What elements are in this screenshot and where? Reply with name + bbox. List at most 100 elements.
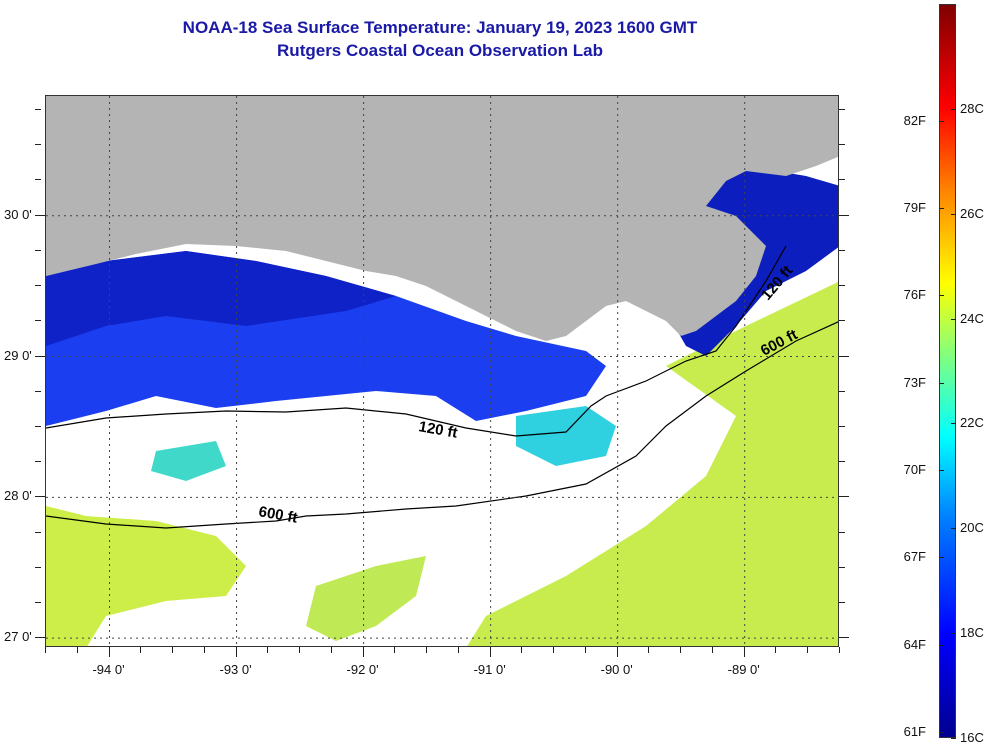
latitude-tick: [35, 496, 45, 498]
colorbar-tick: [939, 382, 944, 384]
latitude-tick: [839, 531, 845, 533]
mid-water-patch: [516, 406, 616, 466]
latitude-tick: [839, 179, 845, 181]
longitude-tick: [743, 647, 745, 657]
latitude-tick: [35, 214, 45, 216]
longitude-label: -94 0': [92, 662, 125, 677]
latitude-tick: [839, 109, 845, 111]
colorbar-label-fahrenheit: 82F: [903, 112, 926, 128]
latitude-tick: [35, 144, 41, 146]
cold-water-nearshore: [46, 251, 396, 346]
longitude-tick: [362, 647, 364, 657]
latitude-tick: [839, 425, 845, 427]
longitude-tick: [521, 647, 523, 653]
longitude-tick: [45, 647, 46, 653]
colorbar-label-celsius: 20C: [960, 520, 984, 536]
longitude-tick: [394, 647, 396, 653]
longitude-tick: [108, 647, 110, 657]
warm-water-region: [467, 281, 838, 646]
longitude-tick: [235, 647, 237, 657]
colorbar-tick: [939, 644, 944, 646]
colorbar-label-fahrenheit: 76F: [903, 287, 926, 303]
colorbar-label-fahrenheit: 61F: [903, 724, 926, 740]
longitude-tick: [711, 647, 713, 653]
latitude-tick: [839, 320, 845, 322]
contour-label-600ft: 600 ft: [257, 503, 299, 527]
colorbar-label-fahrenheit: 79F: [903, 199, 926, 215]
colorbar-tick: [951, 108, 956, 110]
longitude-tick: [553, 647, 555, 653]
colorbar-label-fahrenheit: 67F: [903, 549, 926, 565]
colorbar-label-celsius: 18C: [960, 625, 984, 641]
colorbar-tick: [939, 120, 944, 122]
colorbar-tick: [939, 207, 944, 209]
colorbar-label-celsius: 16C: [960, 730, 984, 745]
colorbar-label-celsius: 22C: [960, 415, 984, 431]
latitude-tick: [839, 461, 845, 463]
longitude-tick: [839, 647, 840, 653]
colorbar-tick: [939, 732, 944, 734]
latitude-tick: [35, 601, 41, 603]
longitude-tick: [584, 647, 586, 653]
longitude-tick: [489, 647, 491, 657]
colorbar-label-fahrenheit: 73F: [903, 374, 926, 390]
map-subtitle: Rutgers Coastal Ocean Observation Lab: [277, 41, 603, 60]
latitude-tick: [839, 390, 845, 392]
latitude-tick: [35, 320, 41, 322]
latitude-tick: [839, 355, 849, 357]
mid-water-patch-west: [151, 441, 226, 481]
latitude-tick: [35, 285, 41, 287]
colorbar-label-celsius: 26C: [960, 205, 984, 221]
latitude-tick: [839, 601, 845, 603]
sst-map-canvas: 120 ft 120 ft 600 ft 600 ft: [46, 96, 838, 646]
latitude-tick: [839, 249, 845, 251]
colorbar-tick: [951, 738, 956, 739]
latitude-tick: [35, 355, 45, 357]
longitude-tick: [648, 647, 650, 653]
longitude-tick: [807, 647, 809, 653]
colorbar-label-celsius: 24C: [960, 310, 984, 326]
latitude-tick: [35, 461, 41, 463]
longitude-label: -92 0': [346, 662, 379, 677]
temperature-colorbar: [939, 4, 956, 738]
longitude-tick: [457, 647, 459, 653]
warm-water-region-west: [46, 506, 246, 646]
colorbar-tick: [951, 423, 956, 425]
longitude-tick: [140, 647, 142, 653]
latitude-tick: [839, 566, 845, 568]
colorbar-tick: [939, 295, 944, 297]
colorbar-label-fahrenheit: 64F: [903, 636, 926, 652]
latitude-tick: [35, 566, 41, 568]
longitude-tick: [616, 647, 618, 657]
longitude-tick: [76, 647, 78, 653]
latitude-tick: [839, 637, 849, 639]
map-title: NOAA-18 Sea Surface Temperature: January…: [182, 18, 698, 37]
warm-water-patch-south: [306, 556, 426, 641]
longitude-tick: [775, 647, 777, 653]
latitude-tick: [35, 390, 41, 392]
latitude-label: 28 0': [4, 488, 32, 504]
longitude-tick: [680, 647, 682, 653]
colorbar-tick: [939, 557, 944, 559]
graticule: [46, 96, 838, 646]
colorbar-tick: [951, 318, 956, 320]
longitude-tick: [267, 647, 269, 653]
latitude-tick: [35, 637, 45, 639]
sst-map: 120 ft 120 ft 600 ft 600 ft: [45, 95, 839, 647]
colorbar-tick: [939, 470, 944, 472]
contour-600ft: [46, 321, 838, 529]
latitude-tick: [839, 144, 845, 146]
land-mass: [46, 96, 838, 341]
latitude-label: 27 0': [4, 629, 32, 645]
longitude-label: -93 0': [219, 662, 252, 677]
colorbar-tick: [951, 633, 956, 635]
colorbar-label-celsius: 28C: [960, 100, 984, 116]
contour-120ft: [46, 245, 787, 437]
longitude-label: -89 0': [727, 662, 760, 677]
longitude-tick: [203, 647, 205, 653]
latitude-tick: [839, 214, 849, 216]
latitude-tick: [35, 179, 41, 181]
longitude-tick: [299, 647, 301, 653]
colorbar-label-fahrenheit: 70F: [903, 462, 926, 478]
latitude-tick: [35, 109, 41, 111]
